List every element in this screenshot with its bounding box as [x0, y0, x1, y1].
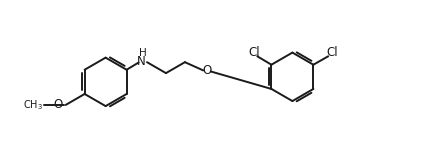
Text: Cl: Cl: [248, 46, 260, 59]
Text: O: O: [203, 64, 212, 77]
Text: H: H: [139, 48, 147, 58]
Text: CH$_3$: CH$_3$: [23, 98, 43, 112]
Text: Cl: Cl: [327, 46, 338, 59]
Text: N: N: [137, 55, 145, 68]
Text: O: O: [54, 98, 63, 111]
